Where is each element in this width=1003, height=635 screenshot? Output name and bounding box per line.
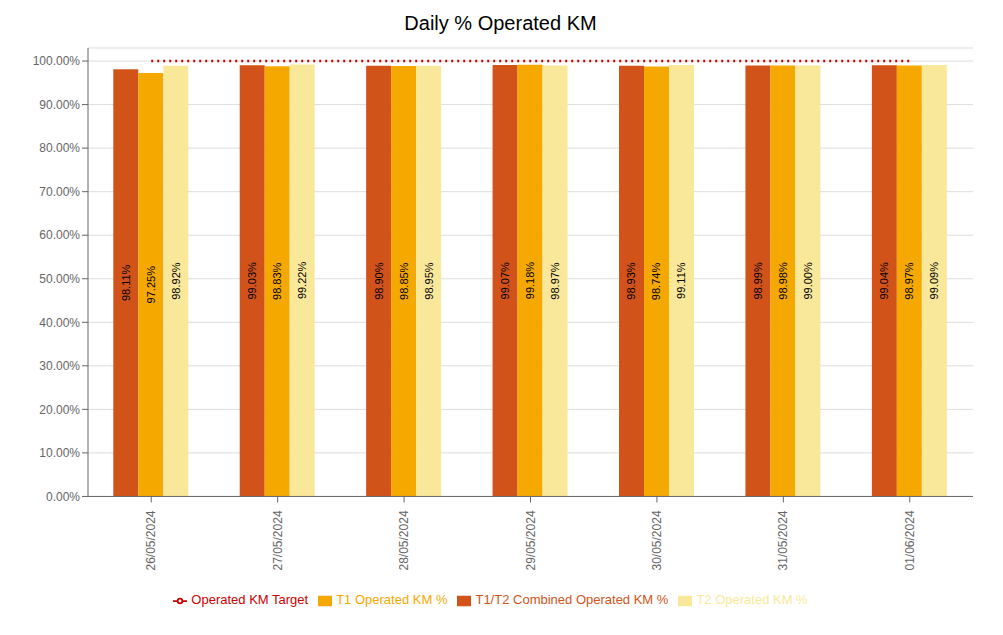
svg-text:98.83%: 98.83% bbox=[271, 262, 283, 300]
svg-text:99.03%: 99.03% bbox=[246, 262, 258, 300]
svg-text:98.74%: 98.74% bbox=[650, 263, 662, 301]
html-text:T1 Operated KM %: T1 Operated KM % bbox=[336, 592, 448, 608]
svg-text:99.00%: 99.00% bbox=[802, 262, 814, 300]
html-text:T2 Operated KM %: T2 Operated KM % bbox=[696, 592, 808, 608]
svg-text:99.11%: 99.11% bbox=[675, 262, 687, 299]
svg-text:26/05/2024: 26/05/2024 bbox=[144, 510, 158, 570]
html-text:Daily % Operated KM: Daily % Operated KM bbox=[404, 12, 597, 34]
svg-text:0.00%: 0.00% bbox=[46, 490, 80, 504]
svg-text:98.85%: 98.85% bbox=[398, 262, 410, 300]
svg-text:98.92%: 98.92% bbox=[170, 262, 182, 300]
html-text:Operated KM Target: Operated KM Target bbox=[191, 592, 309, 608]
svg-text:98.98%: 98.98% bbox=[777, 262, 789, 300]
svg-text:98.93%: 98.93% bbox=[625, 262, 637, 300]
svg-text:98.95%: 98.95% bbox=[423, 262, 435, 300]
svg-text:99.18%: 99.18% bbox=[524, 262, 536, 300]
svg-text:99.09%: 99.09% bbox=[928, 262, 940, 300]
html-text:T1/T2 Combined Operated KM %: T1/T2 Combined Operated KM % bbox=[475, 592, 669, 608]
svg-text:98.90%: 98.90% bbox=[373, 262, 385, 300]
svg-text:40.00%: 40.00% bbox=[39, 316, 80, 330]
svg-text:98.99%: 98.99% bbox=[752, 262, 764, 300]
svg-text:30.00%: 30.00% bbox=[39, 359, 80, 373]
svg-text:10.00%: 10.00% bbox=[39, 446, 80, 460]
svg-text:70.00%: 70.00% bbox=[39, 185, 80, 199]
svg-text:98.11%: 98.11% bbox=[120, 264, 132, 301]
svg-text:99.22%: 99.22% bbox=[296, 262, 308, 300]
svg-text:30/05/2024: 30/05/2024 bbox=[650, 510, 664, 570]
svg-text:27/05/2024: 27/05/2024 bbox=[271, 510, 285, 570]
svg-text:90.00%: 90.00% bbox=[39, 98, 80, 112]
svg-text:31/05/2024: 31/05/2024 bbox=[776, 510, 790, 570]
svg-text:29/05/2024: 29/05/2024 bbox=[524, 510, 538, 570]
svg-text:01/06/2024: 01/06/2024 bbox=[903, 510, 917, 570]
svg-text:80.00%: 80.00% bbox=[39, 141, 80, 155]
svg-text:20.00%: 20.00% bbox=[39, 403, 80, 417]
svg-text:98.97%: 98.97% bbox=[903, 262, 915, 300]
svg-text:50.00%: 50.00% bbox=[39, 272, 80, 286]
svg-text:98.97%: 98.97% bbox=[549, 262, 561, 300]
svg-text:97.25%: 97.25% bbox=[145, 266, 157, 304]
svg-text:28/05/2024: 28/05/2024 bbox=[397, 510, 411, 570]
svg-text:99.04%: 99.04% bbox=[878, 262, 890, 300]
svg-text:100.00%: 100.00% bbox=[33, 54, 81, 68]
svg-text:60.00%: 60.00% bbox=[39, 228, 80, 242]
svg-text:99.07%: 99.07% bbox=[499, 262, 511, 300]
